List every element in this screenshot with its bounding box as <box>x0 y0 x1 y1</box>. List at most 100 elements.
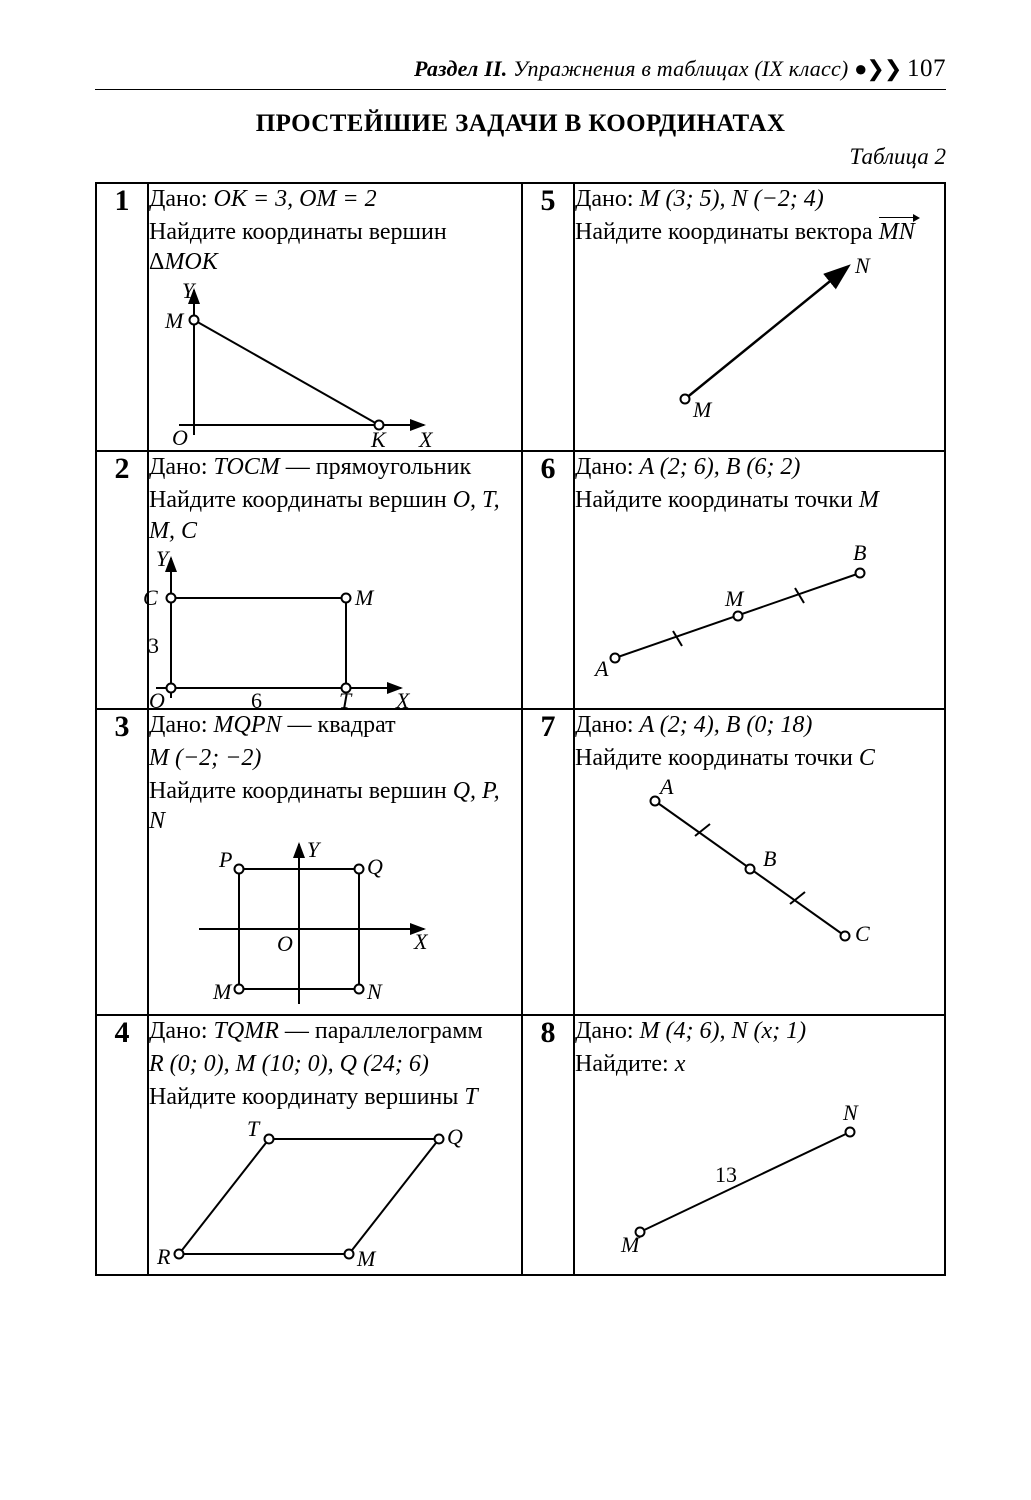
problem-number: 3 <box>96 709 148 1015</box>
point-label-M: M <box>724 586 745 611</box>
table-row: 3 Дано: MQPN — квадрат M (−2; −2) Найдит… <box>96 709 945 1015</box>
problem-number: 5 <box>522 183 574 451</box>
label-given: Дано: <box>575 454 640 480</box>
diagram: Y P Q O X M N <box>189 839 521 1014</box>
given-math: OK = 3, OM = 2 <box>214 186 377 212</box>
given-line-2: M (−2; −2) <box>149 743 521 774</box>
given-math: M (3; 5), N (−2; 4) <box>640 186 824 212</box>
page: Раздел II. Упражнения в таблицах (IX кла… <box>0 0 1031 1500</box>
problem-body: Дано: M (4; 6), N (x; 1) Найдите: x M N … <box>574 1015 945 1275</box>
given-math: TQMR <box>214 1018 279 1044</box>
given-line-2: R (0; 0), M (10; 0), Q (24; 6) <box>149 1049 521 1080</box>
point-label-N: N <box>854 253 871 278</box>
label-given: Дано: <box>149 1018 214 1044</box>
tick-label-6: 6 <box>251 688 262 708</box>
diagram: Y C M 3 O 6 T X <box>121 548 521 708</box>
point-label-T: T <box>339 688 353 708</box>
diagram-svg-p6: A M B <box>575 518 895 678</box>
table-row: 4 Дано: TQMR — параллелограмм R (0; 0), … <box>96 1015 945 1275</box>
diagram: T Q R M <box>149 1114 521 1274</box>
find-label: Найдите координаты точки <box>575 487 859 513</box>
given-math: A (2; 6), B (6; 2) <box>640 454 801 480</box>
table-caption: Таблица 2 <box>95 144 946 170</box>
point-label-A: A <box>658 776 674 799</box>
point-label-Q: Q <box>447 1124 463 1149</box>
page-number: 107 <box>907 55 946 82</box>
given-text: Дано: A (2; 4), B (0; 18) <box>575 710 944 741</box>
diagram-svg-p5: N M <box>575 249 895 419</box>
given-text: Дано: A (2; 6), B (6; 2) <box>575 452 944 483</box>
problem-body: Дано: M (3; 5), N (−2; 4) Найдите коорди… <box>574 183 945 451</box>
find-label: Найдите координаты вектора <box>575 219 879 245</box>
label-given: Дано: <box>575 186 640 212</box>
diagram-svg-p4: T Q R M <box>149 1114 479 1274</box>
point-label-M: M <box>692 397 713 419</box>
problem-body: Дано: TQMR — параллелограмм R (0; 0), M … <box>148 1015 522 1275</box>
find-math: T <box>464 1084 477 1110</box>
point-label-M: M <box>212 979 233 1004</box>
header-bullets: ●❯❯ <box>854 56 901 81</box>
point-label-N: N <box>366 979 383 1004</box>
point-label-C: C <box>143 585 158 610</box>
axis-label-y: Y <box>156 548 171 571</box>
given-math-2: M (−2; −2) <box>149 745 261 771</box>
find-label: Найдите координаты точки <box>575 745 859 771</box>
point-label-A: A <box>593 656 609 678</box>
problem-body: Дано: TOCM — прямоугольник Найдите коорд… <box>148 451 522 709</box>
label-given: Дано: <box>575 712 640 738</box>
diagram-svg-p7: A B C <box>575 776 895 956</box>
label-given: Дано: <box>149 454 214 480</box>
find-math: MOK <box>164 249 217 275</box>
diagram: M N 13 <box>575 1082 944 1262</box>
diagram: N M <box>575 249 944 419</box>
diagram-svg-p1: Y M O K X <box>149 280 449 450</box>
find-math: M <box>859 487 879 513</box>
find-text: Найдите координаты точки M <box>575 485 944 516</box>
problem-number: 8 <box>522 1015 574 1275</box>
problem-body: Дано: A (2; 6), B (6; 2) Найдите координ… <box>574 451 945 709</box>
point-label-C: C <box>855 921 870 946</box>
given-math-2: R (0; 0), M (10; 0), Q (24; 6) <box>149 1051 429 1077</box>
find-label: Найдите координату вершины <box>149 1084 464 1110</box>
header-section-rest: Упражнения в таблицах (IX класс) <box>507 56 854 81</box>
find-label: Найдите координаты вершин <box>149 487 453 513</box>
point-label-K: K <box>370 427 387 450</box>
find-text: Найдите: x <box>575 1049 944 1080</box>
problem-number: 1 <box>96 183 148 451</box>
point-label-M: M <box>354 585 375 610</box>
point-label-Q: Q <box>367 854 383 879</box>
point-label-M: M <box>356 1246 377 1271</box>
problem-number: 7 <box>522 709 574 1015</box>
problem-body: Дано: MQPN — квадрат M (−2; −2) Найдите … <box>148 709 522 1015</box>
point-label-R: R <box>156 1244 171 1269</box>
problem-body: Дано: A (2; 4), B (0; 18) Найдите коорди… <box>574 709 945 1015</box>
find-label: Найдите координаты вершин <box>149 778 453 804</box>
table-row: 2 Дано: TOCM — прямоугольник Найдите коо… <box>96 451 945 709</box>
find-math: C <box>859 745 875 771</box>
find-text: Найдите координаты вершин Q, P, N <box>149 776 521 837</box>
axis-label-y: Y <box>307 839 322 862</box>
point-label-P: P <box>218 847 232 872</box>
axis-label-x: X <box>395 688 411 708</box>
diagram-svg-p2: Y C M 3 O 6 T X <box>121 548 441 708</box>
problem-number: 6 <box>522 451 574 709</box>
label-given: Дано: <box>575 1018 640 1044</box>
given-math: A (2; 4), B (0; 18) <box>640 712 813 738</box>
axis-label-x: X <box>418 427 434 450</box>
diagram: A B C <box>575 776 944 956</box>
given-rest: — прямоугольник <box>280 454 471 480</box>
find-label: Найдите: <box>575 1051 675 1077</box>
header-section-bold: Раздел II. <box>414 56 507 81</box>
find-math: x <box>675 1051 686 1077</box>
tick-label-3: 3 <box>148 633 159 658</box>
vector-name: MN <box>879 217 915 248</box>
diagram: Y M O K X <box>149 280 521 450</box>
origin-label: O <box>149 688 165 708</box>
find-text: Найдите координаты вершин O, T, M, C <box>149 485 521 546</box>
given-math: M (4; 6), N (x; 1) <box>640 1018 807 1044</box>
diagram-svg-p3: Y P Q O X M N <box>189 839 449 1014</box>
point-label-M: M <box>164 308 185 333</box>
given-text: Дано: M (3; 5), N (−2; 4) <box>575 184 944 215</box>
given-text: Дано: M (4; 6), N (x; 1) <box>575 1016 944 1047</box>
running-header: Раздел II. Упражнения в таблицах (IX кла… <box>95 55 946 90</box>
